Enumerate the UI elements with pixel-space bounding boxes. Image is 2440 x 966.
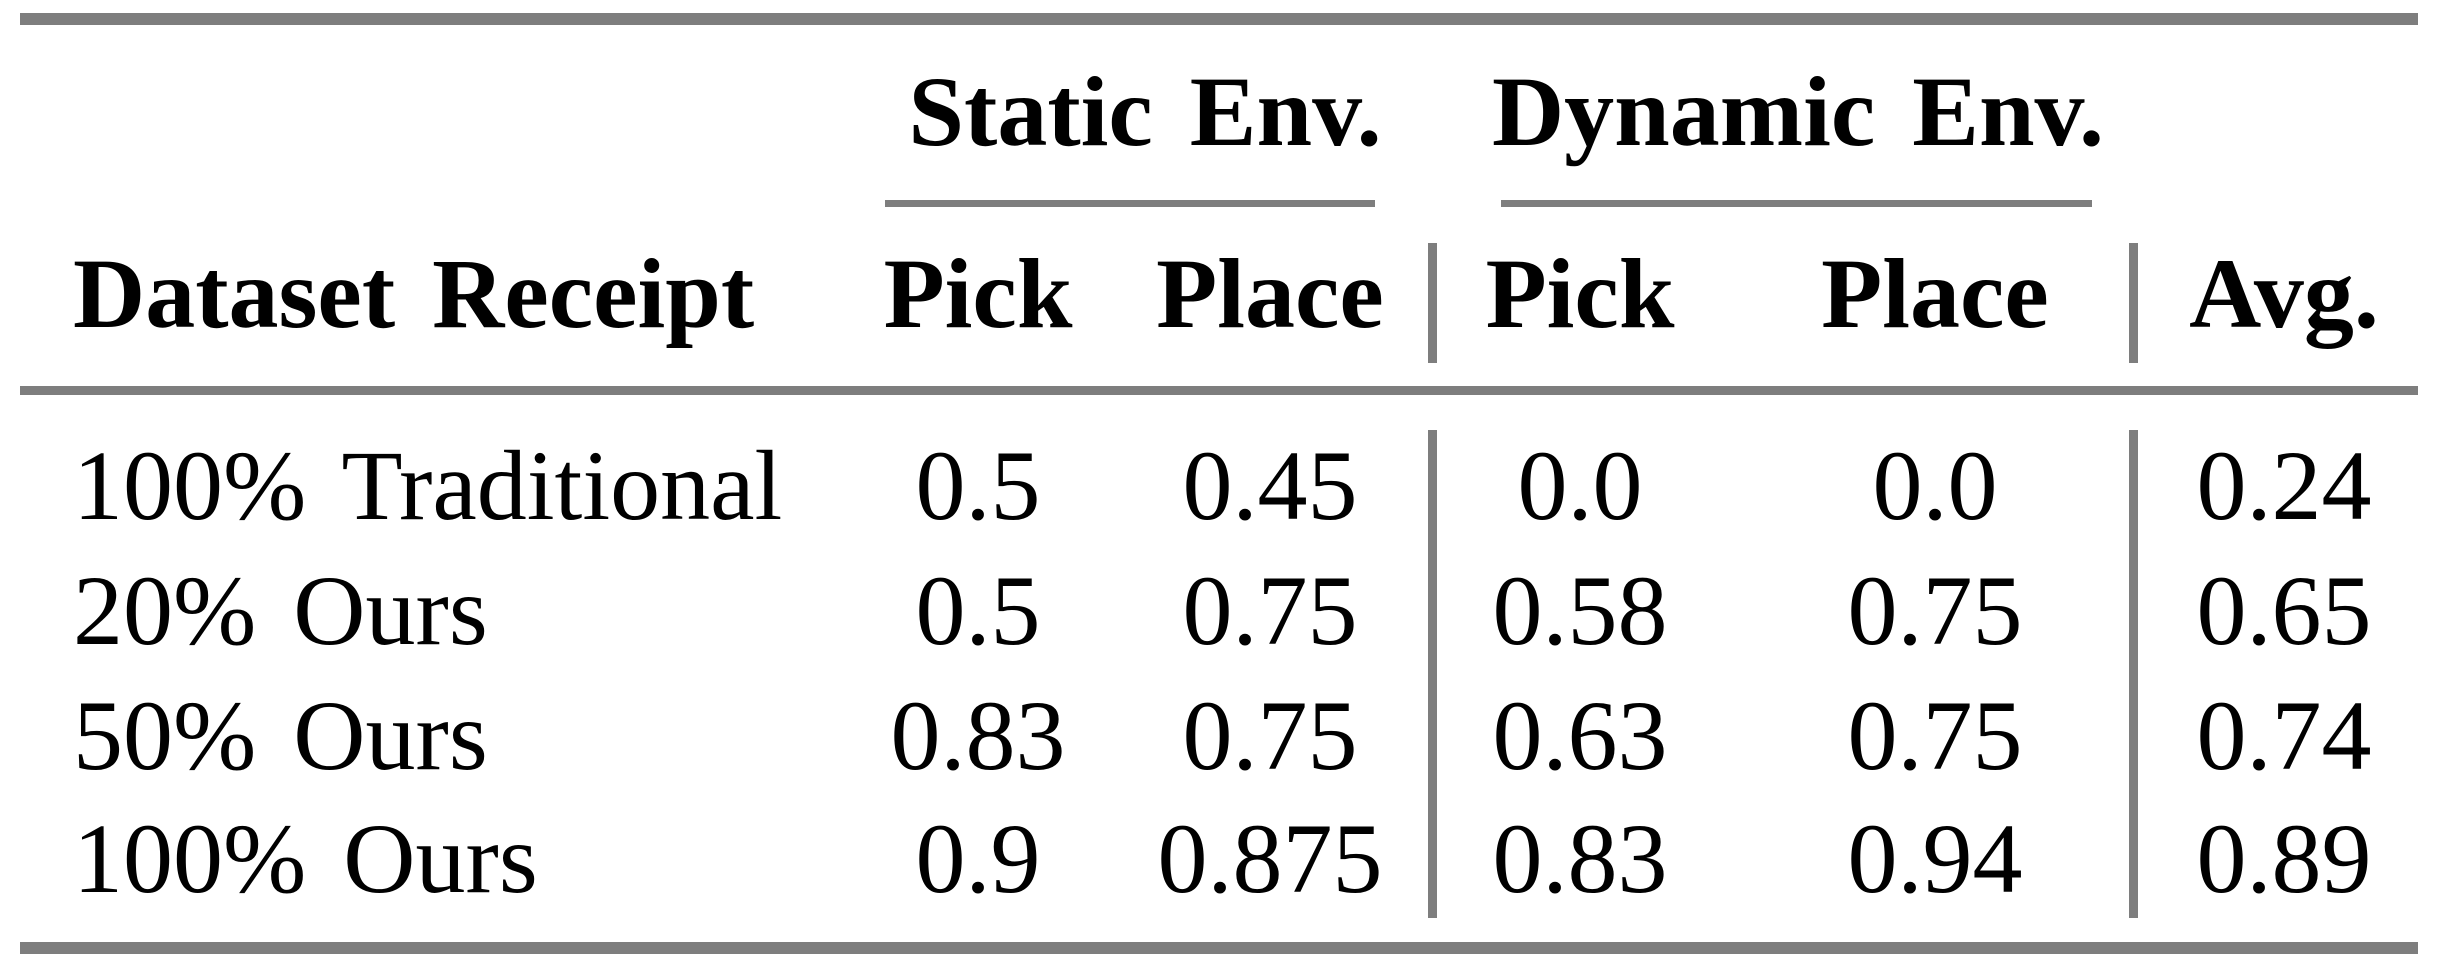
cell-static-place: 0.75 [1182,680,1358,791]
col-header-static-pick: Pick [883,238,1073,349]
row-label: 20% Ours [73,555,488,666]
row-label: 100% Ours [73,803,538,914]
cell-dynamic-pick: 0.0 [1517,430,1643,541]
cell-avg: 0.65 [2196,555,2372,666]
col-header-dataset-receipt: Dataset Receipt [73,238,755,349]
cell-avg: 0.74 [2196,680,2372,791]
cell-static-pick: 0.83 [890,680,1066,791]
cell-dynamic-place: 0.94 [1847,803,2023,914]
bottom-rule [20,942,2418,954]
cell-dynamic-pick: 0.63 [1492,680,1668,791]
column-separator-1-body [1428,430,1437,918]
static-env-underline [885,200,1375,207]
row-label: 100% Traditional [73,430,783,541]
header-separator-rule [20,386,2418,395]
column-separator-2-header [2129,243,2138,363]
cell-static-place: 0.875 [1157,803,1383,914]
col-header-dynamic-place: Place [1821,238,2049,349]
cell-static-place: 0.75 [1182,555,1358,666]
col-header-avg: Avg. [2189,238,2379,349]
cell-dynamic-place: 0.0 [1872,430,1998,541]
cell-static-pick: 0.9 [915,803,1041,914]
cell-avg: 0.89 [2196,803,2372,914]
cell-dynamic-place: 0.75 [1847,680,2023,791]
cell-dynamic-place: 0.75 [1847,555,2023,666]
col-header-static-place: Place [1156,238,1384,349]
column-separator-2-body [2129,430,2138,918]
cell-static-pick: 0.5 [915,555,1041,666]
cell-static-pick: 0.5 [915,430,1041,541]
group-header-static-env: Static Env. [908,56,1382,167]
cell-avg: 0.24 [2196,430,2372,541]
row-label: 50% Ours [73,680,488,791]
col-header-dynamic-pick: Pick [1485,238,1675,349]
cell-static-place: 0.45 [1182,430,1358,541]
top-rule [20,13,2418,25]
group-header-dynamic-env: Dynamic Env. [1491,56,2105,167]
cell-dynamic-pick: 0.83 [1492,803,1668,914]
dynamic-env-underline [1501,200,2092,207]
cell-dynamic-pick: 0.58 [1492,555,1668,666]
column-separator-1-header [1428,243,1437,363]
